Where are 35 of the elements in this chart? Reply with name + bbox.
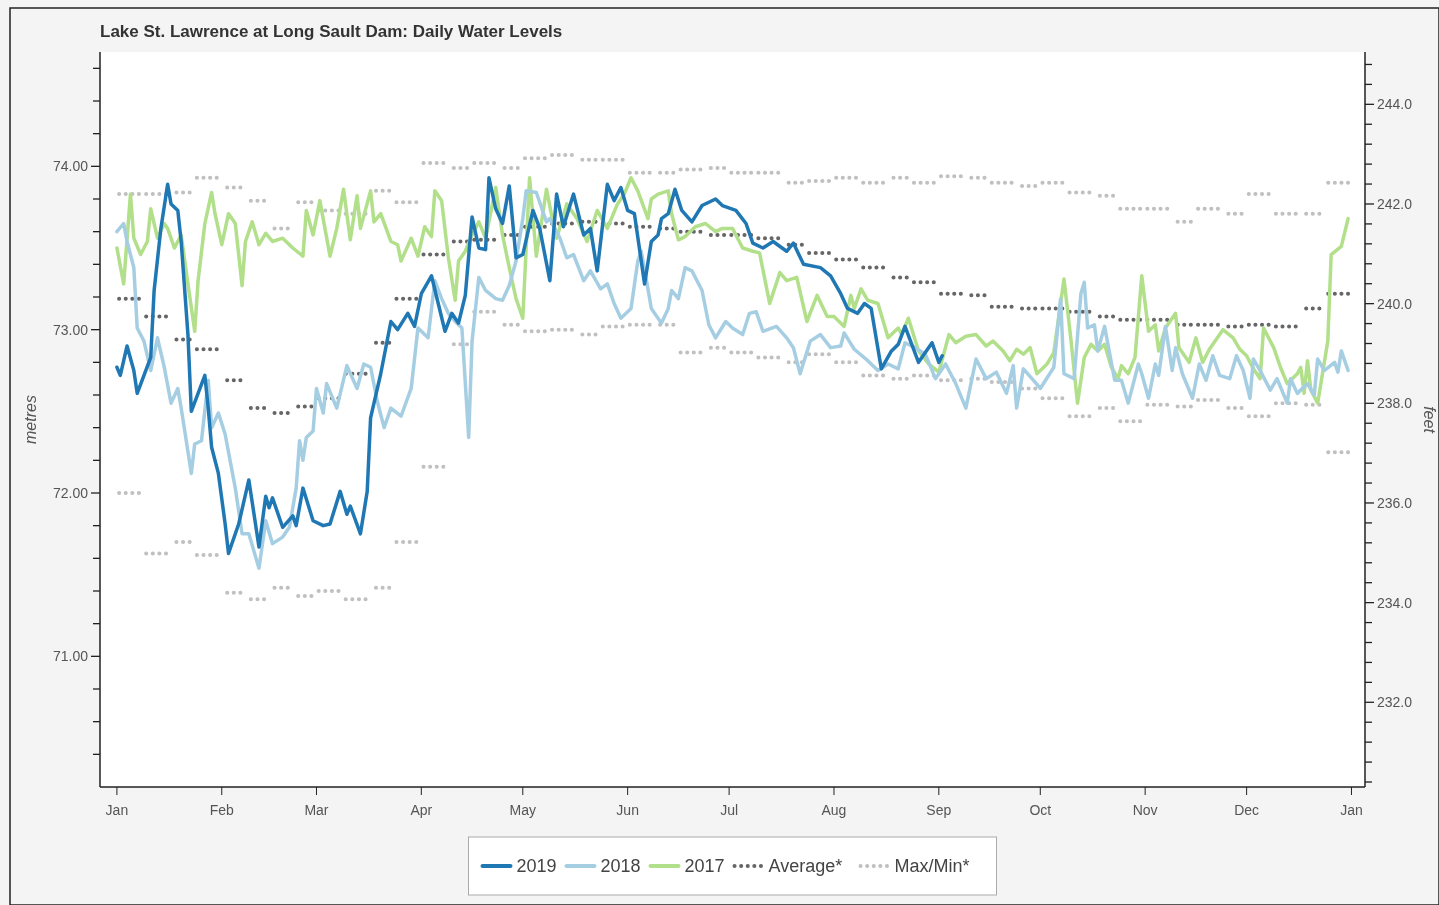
x-tick-label: Mar bbox=[304, 802, 329, 818]
x-tick-label: Feb bbox=[209, 802, 235, 818]
x-tick-label: Jan bbox=[1340, 802, 1363, 818]
legend-label: Average* bbox=[768, 856, 843, 876]
y-axis-title: metres bbox=[22, 395, 39, 444]
y2-tick-label: 238.0 bbox=[1377, 395, 1413, 412]
x-tick-label: Aug bbox=[821, 802, 847, 818]
x-tick-label: Apr bbox=[410, 802, 433, 818]
line-series bbox=[115, 189, 1350, 570]
x-tick-label: May bbox=[509, 802, 537, 818]
x-tick-label: Jul bbox=[720, 802, 739, 818]
legend-label: 2017 bbox=[684, 856, 725, 876]
y2-tick-label: 244.0 bbox=[1377, 96, 1413, 113]
y2-axis-title: feet bbox=[1421, 406, 1438, 434]
legend-label: 2019 bbox=[516, 856, 557, 876]
x-tick-label: Nov bbox=[1132, 802, 1158, 818]
y-tick-label: 74.00 bbox=[52, 158, 89, 175]
x-tick-label: Oct bbox=[1029, 802, 1052, 818]
y2-tick-label: 232.0 bbox=[1377, 694, 1413, 711]
y2-tick-label: 234.0 bbox=[1377, 594, 1413, 611]
x-tick-label: Dec bbox=[1234, 802, 1260, 818]
chart-title: Lake St. Lawrence at Long Sault Dam: Daily Water Levels bbox=[100, 22, 563, 41]
legend-label: Max/Min* bbox=[894, 856, 970, 876]
y-tick-label: 71.00 bbox=[52, 648, 89, 665]
y2-tick-label: 236.0 bbox=[1377, 494, 1413, 511]
legend-label: 2018 bbox=[600, 856, 641, 876]
y-tick-label: 72.00 bbox=[52, 485, 89, 501]
y2-tick-label: 242.0 bbox=[1377, 195, 1413, 212]
x-tick-label: Sep bbox=[926, 802, 952, 818]
y-tick-label: 73.00 bbox=[52, 321, 89, 338]
y2-tick-label: 240.0 bbox=[1377, 295, 1413, 312]
line-series bbox=[115, 176, 1350, 405]
line-series bbox=[115, 176, 944, 556]
x-tick-label: Jun bbox=[616, 802, 639, 818]
x-tick-label: Jan bbox=[105, 802, 129, 818]
